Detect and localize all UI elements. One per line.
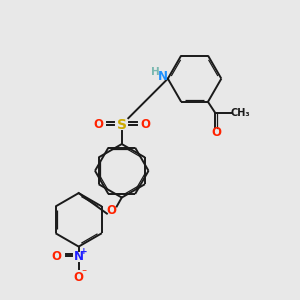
Text: O: O (51, 250, 62, 263)
Text: H: H (151, 67, 160, 77)
Text: ⁻: ⁻ (82, 268, 87, 278)
Text: O: O (106, 203, 116, 217)
Text: CH₃: CH₃ (230, 108, 250, 118)
Text: O: O (212, 126, 222, 139)
Text: +: + (80, 247, 88, 256)
Text: N: N (74, 250, 84, 263)
Text: O: O (93, 118, 103, 131)
Text: N: N (158, 70, 168, 83)
Text: O: O (74, 271, 84, 284)
Text: O: O (140, 118, 151, 131)
Text: S: S (117, 118, 127, 132)
